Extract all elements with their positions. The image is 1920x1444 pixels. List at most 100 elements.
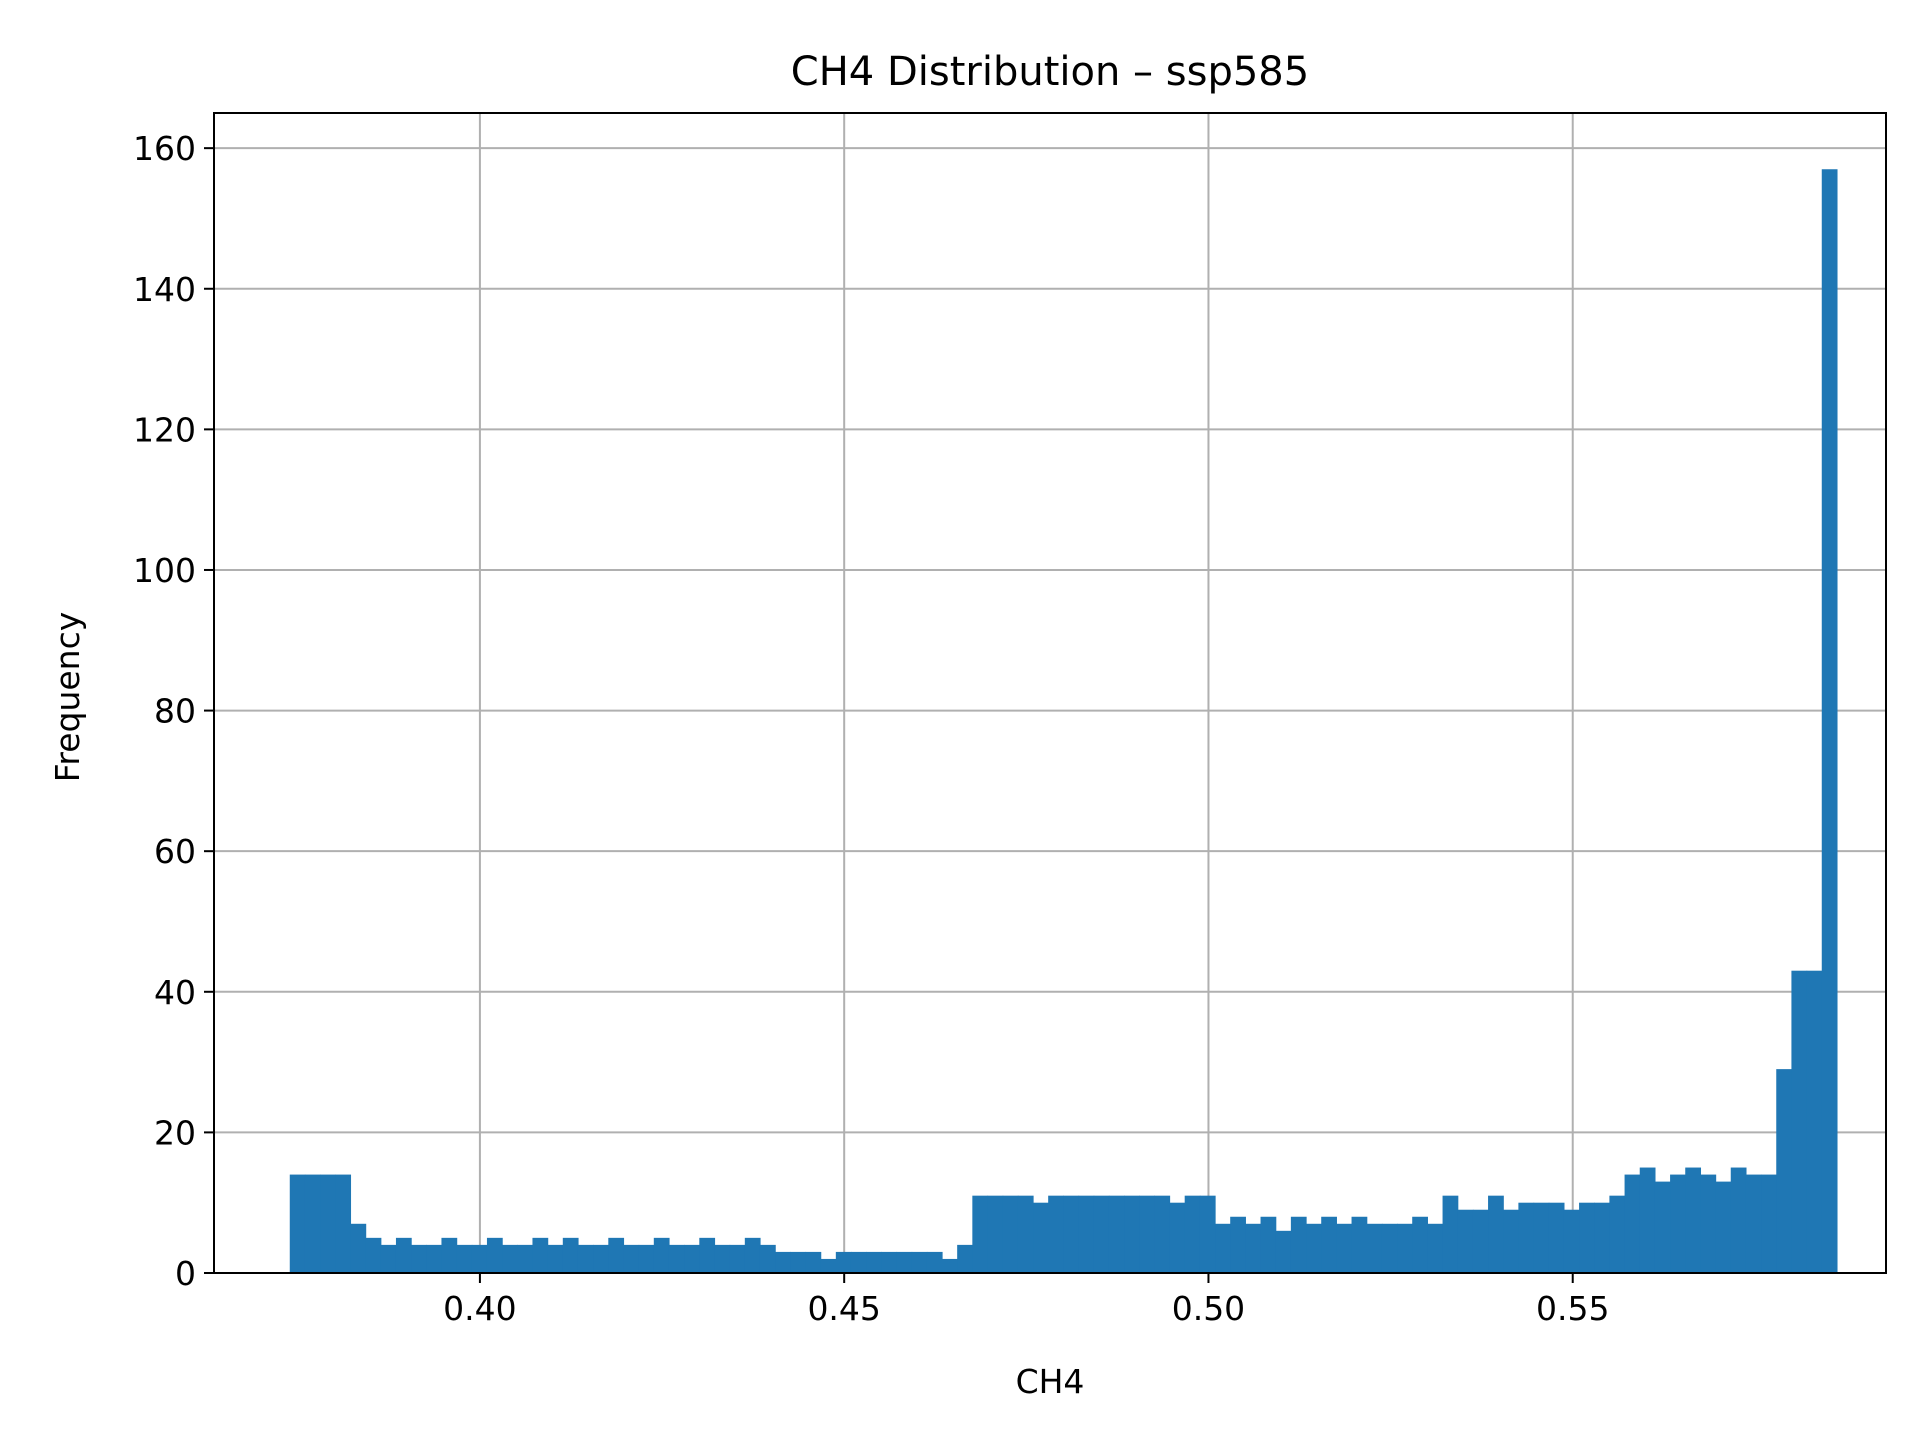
histogram-bar (1184, 1195, 1201, 1273)
histogram-bar (1139, 1195, 1155, 1273)
histogram-bar (441, 1237, 458, 1273)
histogram-bar (820, 1258, 837, 1273)
histogram-bar (805, 1251, 822, 1273)
histogram-bar (942, 1258, 958, 1273)
histogram-bar (1093, 1195, 1110, 1273)
histogram-bar (1336, 1223, 1353, 1273)
histogram-bar (1639, 1167, 1656, 1273)
y-axis-label: Frequency (48, 612, 87, 782)
histogram-bar (1730, 1167, 1747, 1273)
histogram-bar (1533, 1202, 1550, 1273)
grid-layer (214, 113, 1886, 1274)
histogram-bar (395, 1237, 412, 1273)
histogram-bar (1776, 1069, 1793, 1273)
x-tick-label: 0.40 (443, 1289, 516, 1328)
histogram-bar (653, 1237, 670, 1273)
y-tick-label: 100 (133, 551, 196, 590)
x-tick-label: 0.55 (1536, 1289, 1609, 1328)
x-axis-label: CH4 (1016, 1362, 1085, 1401)
y-tick-label: 0 (175, 1254, 196, 1293)
histogram-bar (987, 1195, 1004, 1273)
histogram-bar (1412, 1216, 1428, 1273)
histogram-bar (835, 1251, 852, 1273)
histogram-bar (1654, 1181, 1671, 1273)
histogram-bar (972, 1195, 989, 1273)
histogram-bar (729, 1244, 746, 1273)
histogram-bar (896, 1251, 913, 1273)
histogram-bar (926, 1251, 943, 1273)
histogram-bar (547, 1244, 564, 1273)
histogram-bar (1457, 1209, 1474, 1273)
histogram-bar (486, 1237, 503, 1273)
histogram-bar (304, 1174, 321, 1273)
histogram-bar (502, 1244, 518, 1273)
histogram-bar (1609, 1195, 1626, 1273)
histogram-bar (1366, 1223, 1383, 1273)
histogram-bar (1624, 1174, 1641, 1273)
histogram-bar (1124, 1195, 1140, 1273)
histogram-bar (1306, 1223, 1322, 1273)
histogram-bar (881, 1251, 898, 1273)
histogram-bar (471, 1244, 488, 1273)
histogram-bar (365, 1237, 382, 1273)
histogram-bar (1518, 1202, 1535, 1273)
histogram-bar (1063, 1195, 1080, 1273)
histogram-bar (1594, 1202, 1611, 1273)
histogram-bar (668, 1244, 685, 1273)
histogram-bar (714, 1244, 731, 1273)
chart-title: CH4 Distribution – ssp585 (791, 49, 1309, 95)
y-tick-label: 20 (154, 1113, 196, 1152)
histogram-bar (699, 1237, 716, 1273)
histogram-bar (684, 1244, 700, 1273)
histogram-bar (1199, 1195, 1216, 1273)
histogram-bar (577, 1244, 594, 1273)
histogram-bar (1579, 1202, 1595, 1273)
histogram-bar (426, 1244, 443, 1273)
y-tick-label: 60 (154, 832, 196, 871)
histogram-bar (411, 1244, 427, 1273)
histogram-bar (1108, 1195, 1125, 1273)
histogram-bar (517, 1244, 534, 1273)
histogram-bar (790, 1251, 807, 1273)
histogram-bar (1169, 1202, 1186, 1273)
y-tick-label: 140 (133, 270, 196, 309)
histogram-bar (456, 1244, 473, 1273)
histogram-bar (562, 1237, 579, 1273)
histogram-bar (1260, 1216, 1277, 1273)
histogram-bar (759, 1244, 776, 1273)
histogram-bar (1472, 1209, 1489, 1273)
histogram-bar (1078, 1195, 1095, 1273)
bars-layer (289, 169, 1838, 1273)
histogram-bar (1715, 1181, 1732, 1273)
histogram-bar (775, 1251, 791, 1273)
histogram-bar (744, 1237, 761, 1273)
histogram-bar (1397, 1223, 1413, 1273)
histogram-bar (866, 1251, 882, 1273)
histogram-bar (1821, 169, 1838, 1273)
histogram-bar (1761, 1174, 1777, 1273)
histogram-bar (1321, 1216, 1337, 1273)
histogram-bar (1806, 970, 1823, 1273)
histogram-bar (957, 1244, 973, 1273)
histogram-bar (911, 1251, 928, 1273)
x-tick-label: 0.45 (807, 1289, 880, 1328)
histogram-bar (1048, 1195, 1064, 1273)
histogram-bar (1215, 1223, 1231, 1273)
histogram-bar (380, 1244, 397, 1273)
plot-frame (213, 112, 1887, 1274)
histogram-bar (1503, 1209, 1519, 1273)
histogram-bar (1245, 1223, 1262, 1273)
histogram-bar (623, 1244, 640, 1273)
histogram-bar (289, 1174, 306, 1273)
histogram-bar (320, 1174, 336, 1273)
histogram-bar (608, 1237, 625, 1273)
histogram-bar (1563, 1209, 1580, 1273)
histogram-bar (850, 1251, 867, 1273)
y-tick-label: 80 (154, 692, 196, 731)
y-tick-label: 120 (133, 410, 196, 449)
x-tick-label: 0.50 (1172, 1289, 1245, 1328)
histogram-bar (1033, 1202, 1049, 1273)
ticks-layer: 0.40 0.45 0.50 0.55 0 20 40 60 80 100 120 140 160 (133, 129, 1609, 1328)
